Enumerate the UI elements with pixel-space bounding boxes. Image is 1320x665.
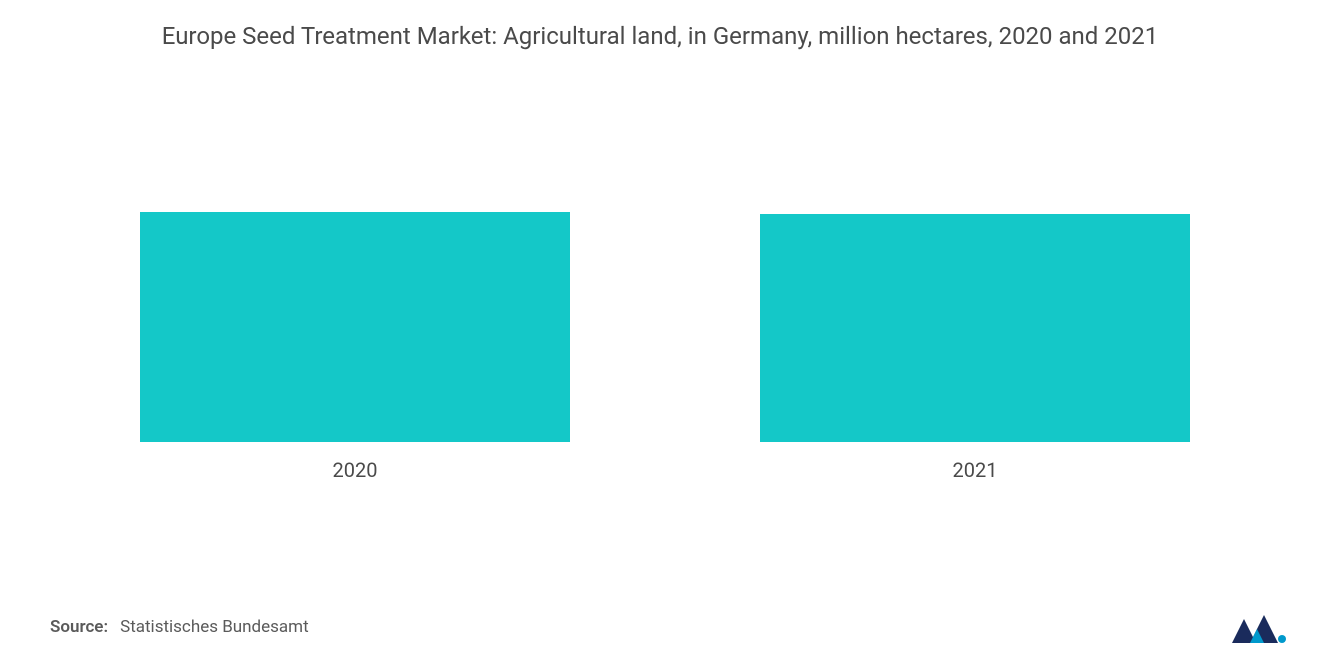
plot-area: 16.6 2020 16.5 2021 xyxy=(60,72,1260,492)
chart-title: Europe Seed Treatment Market: Agricultur… xyxy=(110,20,1210,52)
bar-label-1: 2021 xyxy=(760,458,1190,482)
logo-icon xyxy=(1230,613,1288,647)
source-line: Source: Statistisches Bundesamt xyxy=(50,617,309,637)
source-text: Statistisches Bundesamt xyxy=(120,617,309,637)
brand-logo xyxy=(1230,613,1288,647)
bar-label-0: 2020 xyxy=(140,458,570,482)
bar-0 xyxy=(140,212,570,442)
chart-container: Europe Seed Treatment Market: Agricultur… xyxy=(0,0,1320,665)
source-label: Source: xyxy=(50,617,108,637)
bar-1 xyxy=(760,214,1190,443)
